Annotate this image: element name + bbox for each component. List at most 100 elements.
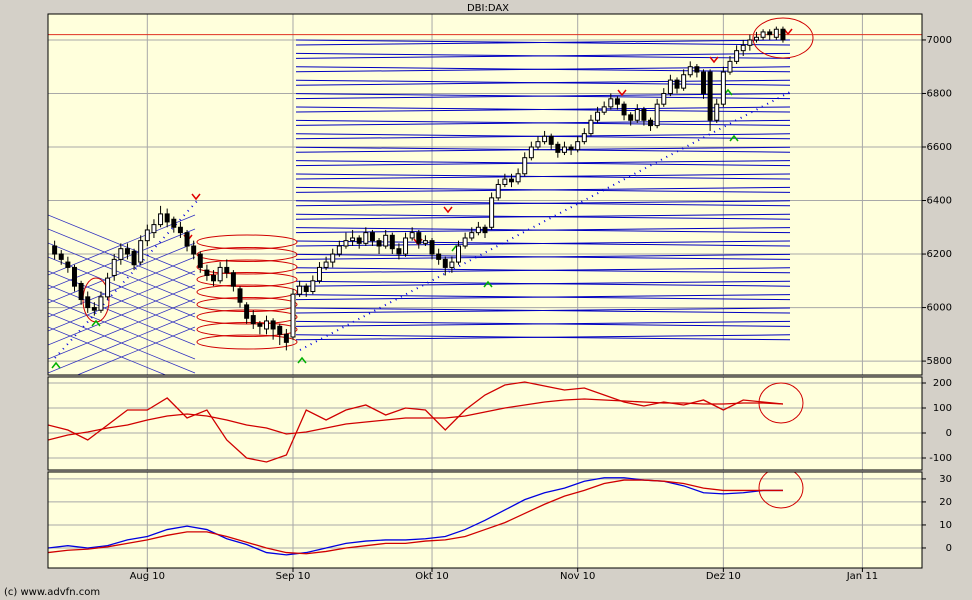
candle-body	[608, 98, 614, 108]
ellipse-marker	[196, 234, 298, 250]
candle-body	[310, 280, 316, 293]
buy-marker	[91, 319, 101, 327]
candle-body	[462, 237, 468, 247]
fan-line	[48, 256, 196, 318]
candle-body	[456, 245, 462, 263]
y-tick-label: 6800	[927, 88, 952, 99]
fan-line	[295, 186, 791, 193]
candle-body	[595, 111, 601, 121]
ellipse-marker	[196, 284, 298, 300]
candle-body	[336, 245, 342, 255]
candle-body	[429, 240, 435, 255]
fan-line	[48, 242, 196, 304]
fan-line	[295, 213, 791, 220]
y-tick-label: 30	[939, 474, 952, 485]
sell-marker	[191, 193, 201, 201]
candle-body	[343, 240, 349, 247]
x-tick-label: Jan 11	[846, 571, 878, 582]
candle-body	[628, 114, 634, 121]
candle-body	[151, 224, 157, 234]
candle-body	[436, 253, 442, 260]
candle-body	[111, 258, 117, 276]
candle-body	[542, 135, 548, 143]
candle-body	[277, 325, 283, 335]
fan-line	[295, 227, 791, 234]
fan-line	[295, 173, 791, 180]
candle-body	[389, 234, 395, 250]
candle-body	[522, 157, 528, 175]
candle-body	[350, 237, 356, 242]
candle-body	[654, 103, 660, 127]
sell-marker	[709, 56, 719, 64]
candle-body	[191, 245, 197, 255]
candle-body	[747, 39, 753, 46]
y-tick-label: 20	[939, 497, 952, 508]
candle-body	[369, 232, 375, 242]
x-tick-label: Nov 10	[560, 571, 595, 582]
fan-line	[295, 280, 791, 287]
y-tick-label: 0	[946, 428, 952, 439]
ellipse-marker	[196, 247, 298, 262]
candle-body	[575, 141, 581, 151]
candle-body	[641, 109, 647, 121]
candle-body	[65, 261, 71, 268]
candle-body	[674, 79, 680, 89]
candle-body	[449, 261, 455, 268]
plot-area	[48, 377, 922, 470]
candle-body	[714, 103, 720, 121]
candle-body	[376, 240, 382, 247]
candle-body	[283, 333, 289, 343]
candle-body	[158, 213, 164, 226]
fan-line	[76, 326, 196, 375]
candle-body	[442, 258, 448, 268]
fan-line	[295, 267, 791, 274]
candle-body	[648, 119, 654, 127]
panel	[48, 377, 922, 470]
candle-body	[701, 71, 706, 94]
candle-body	[621, 103, 627, 116]
candle-body	[502, 178, 508, 185]
sell-marker	[443, 206, 453, 214]
candle-body	[588, 119, 594, 135]
candle-body	[753, 36, 759, 41]
candle-body	[264, 320, 269, 330]
candle-body	[297, 285, 303, 295]
ellipse-marker	[196, 272, 298, 287]
ellipse-marker	[758, 472, 804, 509]
candle-body	[469, 232, 475, 239]
fan-line	[295, 66, 791, 73]
fan-line	[295, 200, 791, 207]
ellipse-marker	[196, 259, 298, 275]
candle-body	[780, 28, 786, 41]
candle-body	[177, 226, 183, 234]
candle-body	[508, 178, 514, 183]
candle-body	[614, 98, 620, 105]
buy-marker	[483, 280, 493, 288]
candle-body	[250, 315, 256, 325]
candle-body	[303, 285, 309, 293]
candle-body	[694, 66, 700, 73]
candle-body	[482, 226, 488, 234]
credit: (c) www.advfn.com	[4, 587, 100, 598]
candle-body	[323, 261, 329, 268]
candle-body	[727, 60, 733, 73]
candle-body	[634, 109, 640, 121]
candle-body	[528, 146, 534, 159]
candle-body	[230, 272, 236, 287]
fan-line	[48, 270, 196, 332]
y-tick-label: 6200	[927, 249, 952, 260]
candle-body	[330, 253, 336, 263]
candle-body	[197, 253, 203, 268]
candle-body	[396, 248, 402, 255]
candle-body	[270, 320, 276, 330]
candle-body	[734, 50, 740, 62]
candle-body	[555, 143, 561, 153]
candle-body	[489, 197, 495, 228]
candle-body	[244, 304, 250, 319]
candle-body	[416, 232, 422, 244]
series-line	[48, 398, 783, 441]
candle-body	[217, 266, 223, 282]
trend-line	[299, 91, 791, 351]
y-tick-label: 100	[933, 403, 952, 414]
fan-line	[48, 284, 196, 346]
